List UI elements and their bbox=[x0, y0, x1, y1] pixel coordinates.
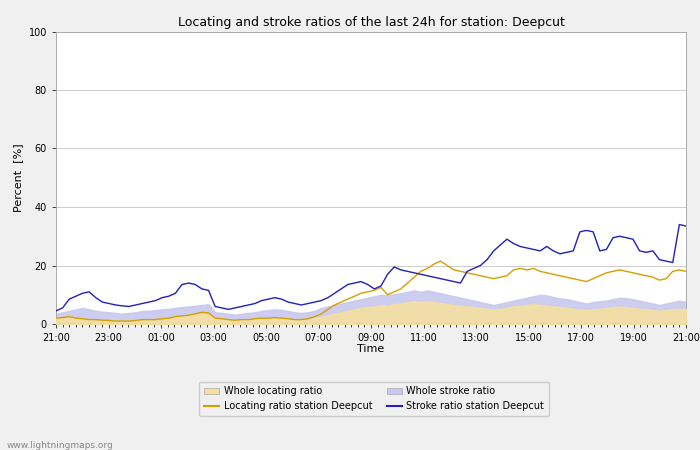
Text: www.lightningmaps.org: www.lightningmaps.org bbox=[7, 441, 113, 450]
Y-axis label: Percent  [%]: Percent [%] bbox=[13, 144, 23, 212]
Legend: Whole locating ratio, Locating ratio station Deepcut, Whole stroke ratio, Stroke: Whole locating ratio, Locating ratio sta… bbox=[199, 382, 550, 416]
Title: Locating and stroke ratios of the last 24h for station: Deepcut: Locating and stroke ratios of the last 2… bbox=[178, 16, 564, 29]
X-axis label: Time: Time bbox=[358, 344, 384, 355]
